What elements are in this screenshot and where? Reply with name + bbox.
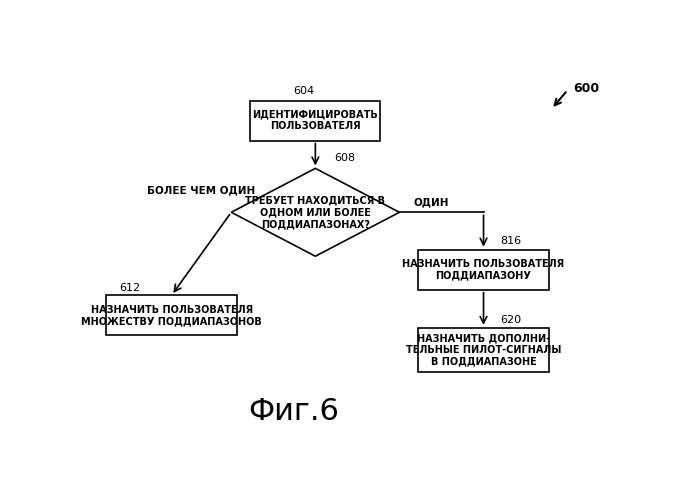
Polygon shape — [231, 168, 400, 256]
FancyBboxPatch shape — [419, 249, 549, 290]
Text: ИДЕНТИФИЦИРОВАТЬ
ПОЛЬЗОВАТЕЛЯ: ИДЕНТИФИЦИРОВАТЬ ПОЛЬЗОВАТЕЛЯ — [253, 110, 378, 131]
Text: НАЗНАЧИТЬ ПОЛЬЗОВАТЕЛЯ
МНОЖЕСТВУ ПОДДИАПАЗОНОВ: НАЗНАЧИТЬ ПОЛЬЗОВАТЕЛЯ МНОЖЕСТВУ ПОДДИАП… — [81, 305, 262, 326]
FancyBboxPatch shape — [419, 328, 549, 372]
Text: НАЗНАЧИТЬ ПОЛЬЗОВАТЕЛЯ
ПОДДИАПАЗОНУ: НАЗНАЧИТЬ ПОЛЬЗОВАТЕЛЯ ПОДДИАПАЗОНУ — [402, 259, 565, 280]
Text: БОЛЕЕ ЧЕМ ОДИН: БОЛЕЕ ЧЕМ ОДИН — [147, 185, 256, 195]
Text: 816: 816 — [500, 236, 521, 246]
Text: 612: 612 — [119, 283, 140, 293]
Text: НАЗНАЧИТЬ ДОПОЛНИ-
ТЕЛЬНЫЕ ПИЛОТ-СИГНАЛЫ
В ПОДДИАПАЗОНЕ: НАЗНАЧИТЬ ДОПОЛНИ- ТЕЛЬНЫЕ ПИЛОТ-СИГНАЛЫ… — [406, 333, 561, 367]
FancyBboxPatch shape — [251, 101, 381, 141]
Text: 604: 604 — [294, 86, 315, 96]
Text: Фиг.6: Фиг.6 — [248, 397, 339, 426]
Text: ТРЕБУЕТ НАХОДИТЬСЯ В
ОДНОМ ИЛИ БОЛЕЕ
ПОДДИАПАЗОНАХ?: ТРЕБУЕТ НАХОДИТЬСЯ В ОДНОМ ИЛИ БОЛЕЕ ПОД… — [246, 196, 385, 229]
Text: 600: 600 — [573, 82, 599, 95]
FancyBboxPatch shape — [106, 295, 237, 335]
Text: 608: 608 — [335, 153, 356, 163]
Text: 620: 620 — [500, 315, 521, 325]
Text: ОДИН: ОДИН — [413, 197, 449, 207]
